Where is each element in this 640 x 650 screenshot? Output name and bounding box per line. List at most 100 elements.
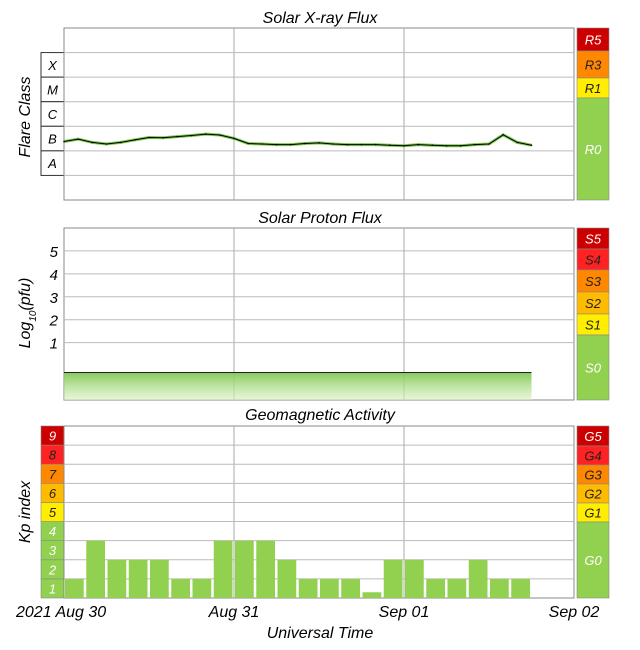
xray-data-point <box>332 143 334 145</box>
xray-data-point <box>346 143 349 146</box>
scale-label-s4: S4 <box>585 253 601 268</box>
scale-label-s2: S2 <box>585 296 602 311</box>
xray-data-point <box>530 144 533 146</box>
kp-bar <box>128 559 148 598</box>
proton-tick-label: 4 <box>50 267 58 284</box>
xray-data-point <box>516 141 519 144</box>
kp-bar <box>65 578 84 598</box>
xray-data-point <box>134 139 136 141</box>
xray-data-point <box>417 143 419 146</box>
xray-data-point <box>176 135 179 138</box>
proton-flux-area <box>64 372 532 400</box>
flare-class-label-b: B <box>48 132 57 147</box>
proton-tick-label: 5 <box>50 244 59 261</box>
proton-s-scale: S5 S4 S3 S2 S1 S0 <box>576 227 610 401</box>
xray-data-point <box>190 134 193 137</box>
flare-class-label-c: C <box>48 107 58 122</box>
xray-data-point <box>162 136 164 139</box>
proton-y-ticks: 1 2 3 4 5 <box>49 244 59 353</box>
flare-class-label-a: A <box>47 156 57 171</box>
kp-tick-label: 4 <box>49 524 56 539</box>
time-tick-label: Sep 01 <box>379 604 430 621</box>
geomag-gridlines <box>64 426 574 598</box>
scale-label-r1: R1 <box>585 81 602 96</box>
kp-tick-label: 5 <box>49 505 57 520</box>
kp-tick-label: 6 <box>49 486 57 501</box>
geomag-panel: Geomagnetic Activity Kp index 123456789 … <box>17 407 610 599</box>
xray-data-point <box>374 143 377 146</box>
kp-bar <box>490 578 509 598</box>
kp-bar <box>511 578 530 598</box>
geomag-plot-area <box>63 425 575 599</box>
kp-bar <box>426 578 445 598</box>
scale-label-r3: R3 <box>585 58 602 73</box>
kp-bar <box>447 578 467 598</box>
kp-tick-label: 1 <box>49 581 56 596</box>
kp-tick-label: 2 <box>48 562 57 577</box>
kp-bar <box>383 559 403 598</box>
scale-label-s0: S0 <box>585 361 602 376</box>
scale-label-s1: S1 <box>585 318 601 333</box>
proton-tick-label: 1 <box>50 336 58 353</box>
flare-class-label-x: X <box>47 58 58 73</box>
xray-data-point <box>275 143 278 146</box>
kp-bars <box>65 540 530 598</box>
xray-title: Solar X-ray Flux <box>263 10 379 27</box>
kp-bar <box>213 540 233 598</box>
kp-bar <box>192 578 212 598</box>
flare-class-label-m: M <box>47 82 58 97</box>
kp-tick-label: 3 <box>49 543 57 558</box>
xray-data-point <box>488 143 490 145</box>
xray-ylabel: Flare Class <box>17 77 34 158</box>
scale-label-r0: R0 <box>585 142 602 157</box>
kp-tick-label: 7 <box>49 467 57 482</box>
xray-data-point <box>389 144 391 146</box>
proton-gridlines <box>64 228 574 400</box>
proton-plot-area <box>63 227 575 401</box>
xray-data-point <box>204 133 207 135</box>
proton-tick-label: 3 <box>50 290 59 307</box>
geomag-title: Geomagnetic Activity <box>245 407 396 424</box>
scale-box-r0 <box>576 97 610 201</box>
kp-bar <box>171 578 190 598</box>
scale-box-s0 <box>576 334 610 401</box>
xray-data-point <box>304 142 306 145</box>
x-axis-label: Universal Time <box>267 625 374 642</box>
kp-bar <box>341 578 360 598</box>
time-tick-label: Aug 31 <box>208 604 260 621</box>
scale-label-g1: G1 <box>584 506 601 521</box>
xray-data-point <box>360 143 363 146</box>
kp-tick-label: 9 <box>49 429 56 444</box>
xray-data-point <box>105 143 108 145</box>
xray-r-scale: R5 R3 R1 R0 <box>576 27 610 201</box>
scale-label-g4: G4 <box>584 449 601 464</box>
scale-label-r5: R5 <box>585 33 602 48</box>
kp-bar <box>256 540 275 598</box>
xray-plot-area <box>63 27 575 201</box>
time-axis-ticks: 2021 Aug 30 Aug 31 Sep 01 Sep 02 <box>15 604 599 621</box>
proton-ylabel: Log10(pfu) <box>17 278 39 349</box>
geomag-g-scale: G5 G4 G3 G2 G1 G0 <box>576 425 610 599</box>
kp-bar <box>86 540 105 598</box>
scale-box-r3 <box>576 50 610 79</box>
kp-bar <box>298 578 318 598</box>
xray-data-point <box>91 141 94 144</box>
xray-data-point <box>474 143 476 146</box>
xray-data-point <box>247 142 249 145</box>
scale-label-s3: S3 <box>585 274 602 289</box>
scale-label-g0: G0 <box>584 553 602 568</box>
kp-index-labels: 1 2 3 4 5 6 7 8 9 <box>40 425 65 599</box>
xray-data-point <box>148 136 150 139</box>
xray-data-point <box>119 141 122 144</box>
xray-data-point <box>63 140 65 143</box>
kp-bar <box>468 559 488 598</box>
xray-data-point <box>289 143 292 146</box>
kp-bar <box>107 559 127 598</box>
proton-tick-label: 2 <box>49 313 59 330</box>
geomag-ylabel: Kp index <box>17 480 34 543</box>
kp-bar <box>405 559 424 598</box>
xray-flux-line <box>63 133 532 147</box>
